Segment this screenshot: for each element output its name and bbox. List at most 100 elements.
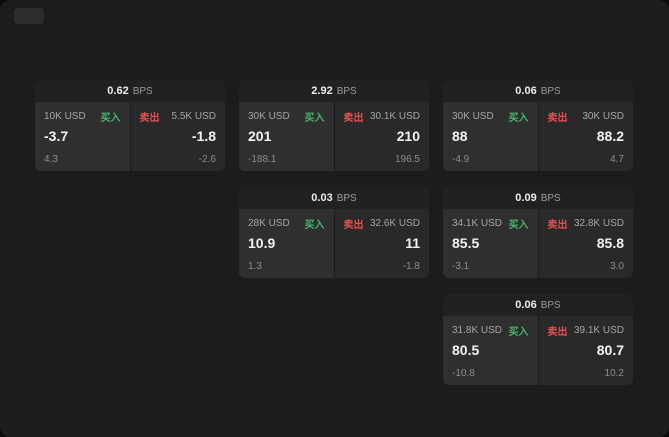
buy-top-row: 31.8K USD 买入	[452, 323, 529, 338]
bps-header: 0.03 BPS	[239, 187, 429, 209]
sell-change: -1.8	[402, 261, 420, 272]
quote-card-body: 31.8K USD 买入 80.5 -10.8 卖出 39.1K USD 80.…	[443, 316, 633, 385]
buy-amount: 30K USD	[452, 111, 494, 122]
buy-action-label: 买入	[508, 327, 529, 338]
sell-panel[interactable]: 卖出 30K USD 88.2 4.7	[538, 102, 633, 171]
buy-top-row: 34.1K USD 买入	[452, 216, 529, 231]
buy-amount: 10K USD	[44, 111, 86, 122]
quote-card: 2.92 BPS 30K USD 买入 201 -188.1 卖出 30.1K …	[239, 80, 429, 171]
sell-top-row: 卖出 32.6K USD	[344, 216, 421, 231]
bps-value: 0.03	[311, 192, 333, 204]
sell-action-label: 卖出	[139, 113, 160, 124]
toolbar-pill-button[interactable]	[14, 8, 44, 24]
bps-value: 2.92	[311, 85, 333, 97]
cards-grid: 0.62 BPS 10K USD 买入 -3.7 4.3 卖出 5.5K USD	[35, 80, 633, 385]
bps-label: BPS	[132, 85, 153, 97]
sell-top-row: 卖出 5.5K USD	[140, 109, 217, 124]
buy-change: -4.9	[452, 154, 470, 165]
quote-card-body: 34.1K USD 买入 85.5 -3.1 卖出 32.8K USD 85.8…	[443, 209, 633, 278]
bps-value: 0.09	[515, 192, 537, 204]
quote-card: 0.06 BPS 31.8K USD 买入 80.5 -10.8 卖出 39.1…	[443, 294, 633, 385]
sell-change: 196.5	[394, 154, 420, 165]
sell-top-row: 卖出 32.8K USD	[548, 216, 625, 231]
quote-card: 0.03 BPS 28K USD 买入 10.9 1.3 卖出 32.6K US…	[239, 187, 429, 278]
buy-price: 85.5	[452, 235, 480, 251]
sell-amount: 30K USD	[582, 111, 624, 122]
buy-action-label: 买入	[100, 113, 121, 124]
bps-label: BPS	[336, 85, 357, 97]
bps-label: BPS	[540, 192, 561, 204]
buy-amount: 28K USD	[248, 218, 290, 229]
sell-action-label: 卖出	[547, 113, 568, 124]
buy-change: -188.1	[248, 154, 277, 165]
bps-value: 0.62	[107, 85, 129, 97]
sell-change: 4.7	[610, 154, 624, 165]
buy-price: 80.5	[452, 342, 480, 358]
sell-price: 210	[396, 128, 420, 144]
buy-action-label: 买入	[508, 113, 529, 124]
buy-panel[interactable]: 31.8K USD 买入 80.5 -10.8	[443, 316, 538, 385]
bps-value: 0.06	[515, 299, 537, 311]
sell-top-row: 卖出 30.1K USD	[344, 109, 421, 124]
buy-top-row: 28K USD 买入	[248, 216, 325, 231]
sell-panel[interactable]: 卖出 32.8K USD 85.8 3.0	[538, 209, 633, 278]
bps-header: 2.92 BPS	[239, 80, 429, 102]
sell-action-label: 卖出	[343, 220, 364, 231]
sell-price: 80.7	[596, 342, 624, 358]
buy-change: 4.3	[44, 154, 58, 165]
bps-label: BPS	[336, 192, 357, 204]
buy-change: 1.3	[248, 261, 262, 272]
bps-value: 0.06	[515, 85, 537, 97]
buy-top-row: 30K USD 买入	[452, 109, 529, 124]
buy-price: 10.9	[248, 235, 276, 251]
bps-label: BPS	[540, 85, 561, 97]
sell-panel[interactable]: 卖出 30.1K USD 210 196.5	[334, 102, 429, 171]
buy-top-row: 10K USD 买入	[44, 109, 121, 124]
sell-amount: 39.1K USD	[573, 325, 624, 336]
quote-card-body: 10K USD 买入 -3.7 4.3 卖出 5.5K USD -1.8 -2.…	[35, 102, 225, 171]
sell-action-label: 卖出	[343, 113, 364, 124]
buy-action-label: 买入	[508, 220, 529, 231]
sell-action-label: 卖出	[547, 220, 568, 231]
sell-price: 11	[405, 235, 420, 251]
buy-panel[interactable]: 34.1K USD 买入 85.5 -3.1	[443, 209, 538, 278]
buy-panel[interactable]: 28K USD 买入 10.9 1.3	[239, 209, 334, 278]
sell-price: -1.8	[191, 128, 216, 144]
quote-card: 0.62 BPS 10K USD 买入 -3.7 4.3 卖出 5.5K USD	[35, 80, 225, 171]
sell-panel[interactable]: 卖出 5.5K USD -1.8 -2.6	[130, 102, 225, 171]
sell-price: 88.2	[596, 128, 624, 144]
bps-header: 0.62 BPS	[35, 80, 225, 102]
quote-card-body: 30K USD 买入 88 -4.9 卖出 30K USD 88.2 4.7	[443, 102, 633, 171]
buy-amount: 30K USD	[248, 111, 290, 122]
sell-amount: 32.6K USD	[369, 218, 420, 229]
buy-amount: 34.1K USD	[452, 218, 503, 229]
sell-amount: 30.1K USD	[369, 111, 420, 122]
buy-price: 88	[452, 128, 468, 144]
quote-card-body: 30K USD 买入 201 -188.1 卖出 30.1K USD 210 1…	[239, 102, 429, 171]
sell-change: -2.6	[198, 154, 216, 165]
quote-card: 0.09 BPS 34.1K USD 买入 85.5 -3.1 卖出 32.8K…	[443, 187, 633, 278]
sell-top-row: 卖出 30K USD	[548, 109, 625, 124]
buy-change: -10.8	[452, 368, 475, 379]
bps-label: BPS	[540, 299, 561, 311]
sell-change: 3.0	[610, 261, 624, 272]
buy-top-row: 30K USD 买入	[248, 109, 325, 124]
bps-header: 0.06 BPS	[443, 294, 633, 316]
quote-card-body: 28K USD 买入 10.9 1.3 卖出 32.6K USD 11 -1.8	[239, 209, 429, 278]
buy-action-label: 买入	[304, 113, 325, 124]
sell-panel[interactable]: 卖出 32.6K USD 11 -1.8	[334, 209, 429, 278]
buy-panel[interactable]: 30K USD 买入 201 -188.1	[239, 102, 334, 171]
buy-amount: 31.8K USD	[452, 325, 503, 336]
buy-price: -3.7	[44, 128, 69, 144]
sell-change: 10.2	[604, 368, 624, 379]
sell-panel[interactable]: 卖出 39.1K USD 80.7 10.2	[538, 316, 633, 385]
bps-header: 0.06 BPS	[443, 80, 633, 102]
buy-change: -3.1	[452, 261, 470, 272]
sell-amount: 5.5K USD	[171, 111, 216, 122]
sell-action-label: 卖出	[547, 327, 568, 338]
buy-panel[interactable]: 10K USD 买入 -3.7 4.3	[35, 102, 130, 171]
sell-price: 85.8	[596, 235, 624, 251]
bps-header: 0.09 BPS	[443, 187, 633, 209]
buy-panel[interactable]: 30K USD 买入 88 -4.9	[443, 102, 538, 171]
